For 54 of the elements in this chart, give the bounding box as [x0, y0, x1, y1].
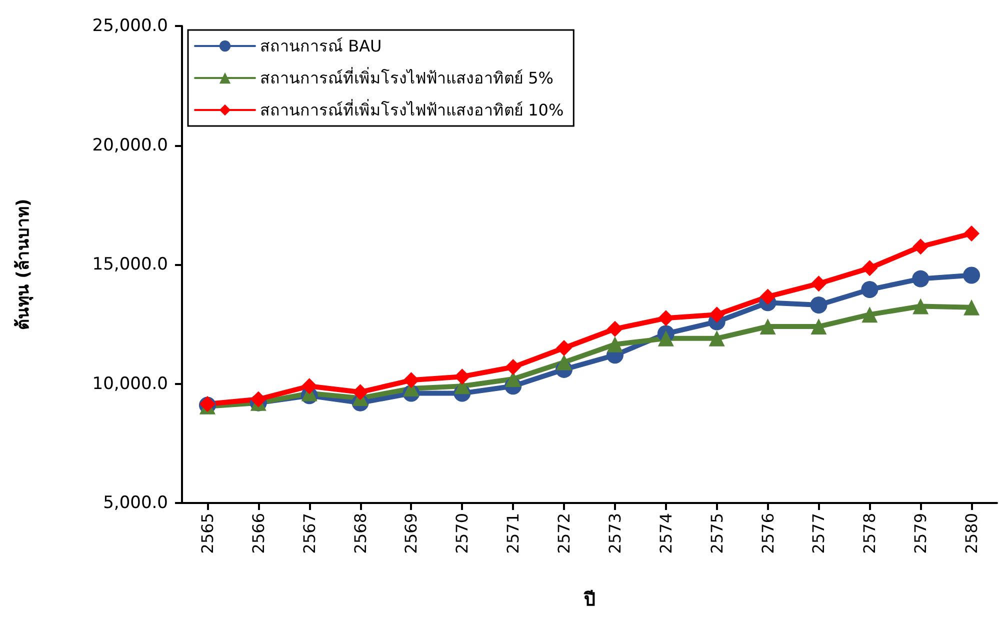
y-tick-label: 5,000.0 [103, 493, 168, 513]
x-tick-label: 2575 [707, 513, 726, 554]
legend-label: สถานการณ์ BAU [260, 36, 382, 56]
point [810, 318, 827, 335]
y-tick-label: 15,000.0 [92, 254, 168, 274]
point [606, 320, 623, 337]
point [912, 298, 929, 314]
x-tick-label: 2574 [656, 513, 676, 554]
point [964, 299, 980, 316]
x-tick-label: 2571 [504, 513, 523, 554]
x-tick-label: 2572 [554, 513, 574, 554]
legend-label: สถานการณ์ที่เพิ่มโรงไฟฟ้าแสงอาทิตย์ 5% [260, 66, 554, 88]
x-tick-label: 2576 [758, 513, 778, 554]
point [658, 330, 674, 346]
x-tick-label: 2565 [198, 513, 217, 554]
point [912, 270, 930, 288]
x-tick-label: 2566 [248, 513, 268, 554]
point [760, 318, 776, 335]
point [250, 391, 266, 408]
point [708, 306, 725, 323]
point [862, 260, 878, 276]
x-tick-label: 2578 [860, 513, 880, 554]
x-tick-label: 2573 [605, 513, 624, 554]
x-tick-label: 2570 [452, 513, 472, 554]
point [912, 238, 929, 255]
point [658, 310, 674, 326]
point [556, 354, 572, 370]
point [454, 368, 470, 385]
x-tick-label: 2569 [402, 513, 421, 554]
point [963, 266, 980, 284]
point [352, 384, 368, 400]
point [760, 288, 776, 305]
point [606, 336, 623, 352]
x-tick-label: 2580 [962, 513, 982, 554]
y-tick-label: 20,000.0 [92, 135, 168, 156]
point [556, 340, 572, 356]
y-tick-label: 25,000.0 [92, 16, 168, 36]
x-tick-label: 2567 [300, 513, 319, 554]
point [403, 372, 420, 388]
point [708, 330, 725, 346]
x-tick-label: 2568 [350, 513, 370, 554]
x-tick-label: 2577 [809, 513, 828, 554]
point [505, 359, 522, 376]
x-tick-label: 2579 [911, 513, 930, 554]
point [301, 378, 318, 394]
point [861, 281, 878, 298]
point [810, 296, 828, 314]
x-axis-title: ปี [583, 590, 595, 610]
legend-label: สถานการณ์ที่เพิ่มโรงไฟฟ้าแสงอาทิตย์ 10% [260, 98, 564, 120]
point [964, 225, 980, 242]
y-axis-title: ต้นทุน (ล้านบาท) [14, 198, 34, 330]
y-tick-label: 10,000.0 [92, 374, 168, 394]
point [810, 276, 827, 292]
point [862, 306, 878, 323]
